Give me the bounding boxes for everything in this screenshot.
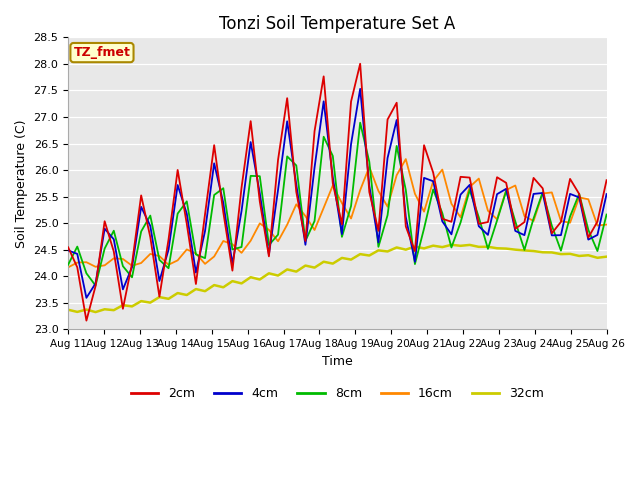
Title: Tonzi Soil Temperature Set A: Tonzi Soil Temperature Set A (220, 15, 456, 33)
Y-axis label: Soil Temperature (C): Soil Temperature (C) (15, 119, 28, 248)
Text: TZ_fmet: TZ_fmet (74, 46, 131, 59)
X-axis label: Time: Time (322, 355, 353, 368)
Legend: 2cm, 4cm, 8cm, 16cm, 32cm: 2cm, 4cm, 8cm, 16cm, 32cm (125, 382, 549, 405)
